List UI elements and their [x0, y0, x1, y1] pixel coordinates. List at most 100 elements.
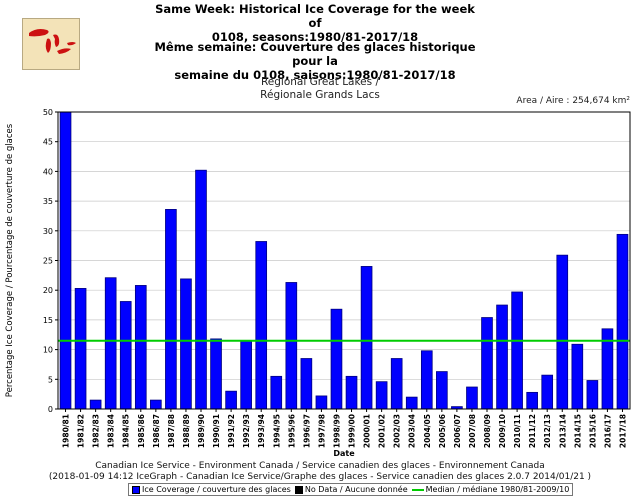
x-tick-label: 1983/84 — [107, 414, 116, 448]
x-tick-label: 1990/91 — [212, 414, 221, 448]
bar — [165, 209, 177, 410]
x-tick-label: 1996/97 — [302, 414, 311, 448]
title-en-line1: Same Week: Historical Ice Coverage for t… — [155, 2, 475, 30]
x-tick-label: 2014/15 — [573, 414, 582, 448]
bar — [466, 386, 478, 410]
y-axis: 0 5 10 15 20 25 30 35 40 45 50 — [43, 108, 58, 414]
x-axis: 1980/81 1981/82 1982/83 1983/84 1984/85 1985/… — [62, 409, 627, 448]
bar — [420, 350, 433, 410]
bar — [511, 291, 523, 410]
bar — [330, 308, 343, 410]
bar — [526, 391, 538, 410]
x-tick-label: 2011/12 — [528, 414, 537, 448]
x-tick-label: 1981/82 — [77, 414, 86, 448]
bar — [300, 358, 313, 410]
bar — [390, 358, 403, 410]
plot-frame — [57, 111, 631, 410]
x-tick-label: 1995/96 — [287, 414, 296, 448]
x-tick-label: 1982/83 — [92, 414, 101, 448]
chart-title-en: Same Week: Historical Ice Coverage for t… — [150, 2, 480, 44]
legend-swatch-ice — [132, 485, 140, 494]
chart-title-fr: Même semaine: Couverture des glaces hist… — [150, 40, 480, 82]
x-tick-label: 2008/09 — [483, 414, 492, 448]
bar — [255, 241, 268, 410]
x-tick-label: 2009/10 — [498, 414, 507, 448]
bar — [285, 282, 298, 410]
bar — [59, 111, 72, 410]
bar — [225, 390, 237, 410]
region-label: Regional Great Lakes / Régionale Grands … — [200, 76, 440, 102]
x-tick-label: 1987/88 — [167, 414, 176, 448]
x-tick-label: 2015/16 — [588, 414, 597, 448]
bar — [150, 399, 162, 410]
bar — [134, 285, 147, 410]
bars — [59, 111, 629, 410]
x-tick-label: 2010/11 — [513, 414, 522, 448]
bar — [405, 396, 418, 410]
y-tick-label: 0 — [48, 405, 53, 414]
x-tick-label: 2007/08 — [468, 414, 477, 448]
bar — [315, 395, 328, 410]
y-tick-label: 50 — [43, 108, 53, 117]
bar — [616, 233, 629, 410]
y-tick-label: 10 — [43, 346, 53, 355]
x-tick-label: 2002/03 — [393, 414, 402, 448]
x-tick-label: 2013/14 — [558, 414, 567, 448]
bar — [180, 278, 192, 410]
bar — [556, 254, 569, 410]
bar — [119, 301, 132, 410]
x-tick-label: 1986/87 — [152, 414, 161, 448]
region-line2: Régionale Grands Lacs — [260, 89, 380, 101]
x-tick-label: 1984/85 — [122, 414, 131, 448]
x-tick-label: 2004/05 — [423, 414, 432, 448]
legend-item-median: Median / médiane 1980/81-2009/10 — [411, 485, 569, 494]
y-axis-label: Percentage Ice Coverage / Pourcentage de… — [5, 123, 15, 397]
bar — [375, 381, 388, 410]
bar — [240, 340, 252, 410]
y-tick-label: 25 — [43, 257, 53, 266]
y-tick-label: 15 — [43, 316, 53, 325]
legend-swatch-nodata — [294, 485, 303, 494]
y-tick-label: 20 — [43, 286, 53, 295]
y-tick-label: 30 — [43, 227, 53, 236]
x-tick-label: 1991/92 — [227, 414, 236, 448]
x-tick-label: 1998/99 — [332, 414, 341, 448]
bar — [89, 399, 102, 410]
legend-item-nodata: No Data / Aucune donnée — [294, 485, 408, 494]
great-lakes-map-icon — [22, 18, 80, 70]
bar — [210, 338, 222, 410]
x-tick-label: 2000/01 — [363, 414, 372, 448]
bar — [481, 317, 493, 410]
footer-line2: (2018-01-09 14:12 IceGraph - Canadian Ic… — [48, 472, 592, 482]
x-tick-label: 1985/86 — [137, 414, 146, 448]
x-tick-label: 1993/94 — [257, 414, 266, 448]
y-tick-label: 45 — [43, 138, 53, 147]
x-tick-label: 2012/13 — [543, 414, 552, 448]
bar — [571, 343, 584, 410]
title-fr-line1: Même semaine: Couverture des glaces hist… — [154, 40, 476, 68]
bar — [74, 288, 87, 410]
bar — [586, 380, 599, 410]
bar — [104, 277, 117, 410]
region-line1: Regional Great Lakes / — [260, 76, 379, 88]
title-en-line2: 0108, seasons:1980/81-2017/18 — [211, 30, 419, 44]
bar — [360, 266, 373, 410]
legend-label-nodata: No Data / Aucune donnée — [304, 485, 408, 494]
legend-label-ice: Ice Coverage / couverture des glaces — [142, 485, 291, 494]
x-tick-label: 1988/89 — [182, 414, 191, 448]
y-tick-label: 5 — [48, 375, 53, 384]
bar — [345, 375, 358, 410]
bar — [436, 371, 448, 410]
bar — [195, 169, 207, 410]
title-fr-line2: semaine du 0108, saisons:1980/81-2017/18 — [174, 68, 456, 82]
x-tick-label: 1997/98 — [317, 414, 326, 448]
legend: Ice Coverage / couverture des glaces No … — [128, 483, 574, 496]
bar — [496, 304, 508, 410]
x-tick-label: 2003/04 — [408, 414, 417, 448]
x-tick-label: 2017/18 — [618, 414, 627, 448]
bar — [541, 374, 554, 410]
legend-item-ice: Ice Coverage / couverture des glaces — [132, 485, 291, 494]
footer-line1: Canadian Ice Service - Environment Canad… — [95, 461, 545, 471]
bar — [270, 375, 283, 410]
x-tick-label: 2006/07 — [453, 414, 462, 448]
